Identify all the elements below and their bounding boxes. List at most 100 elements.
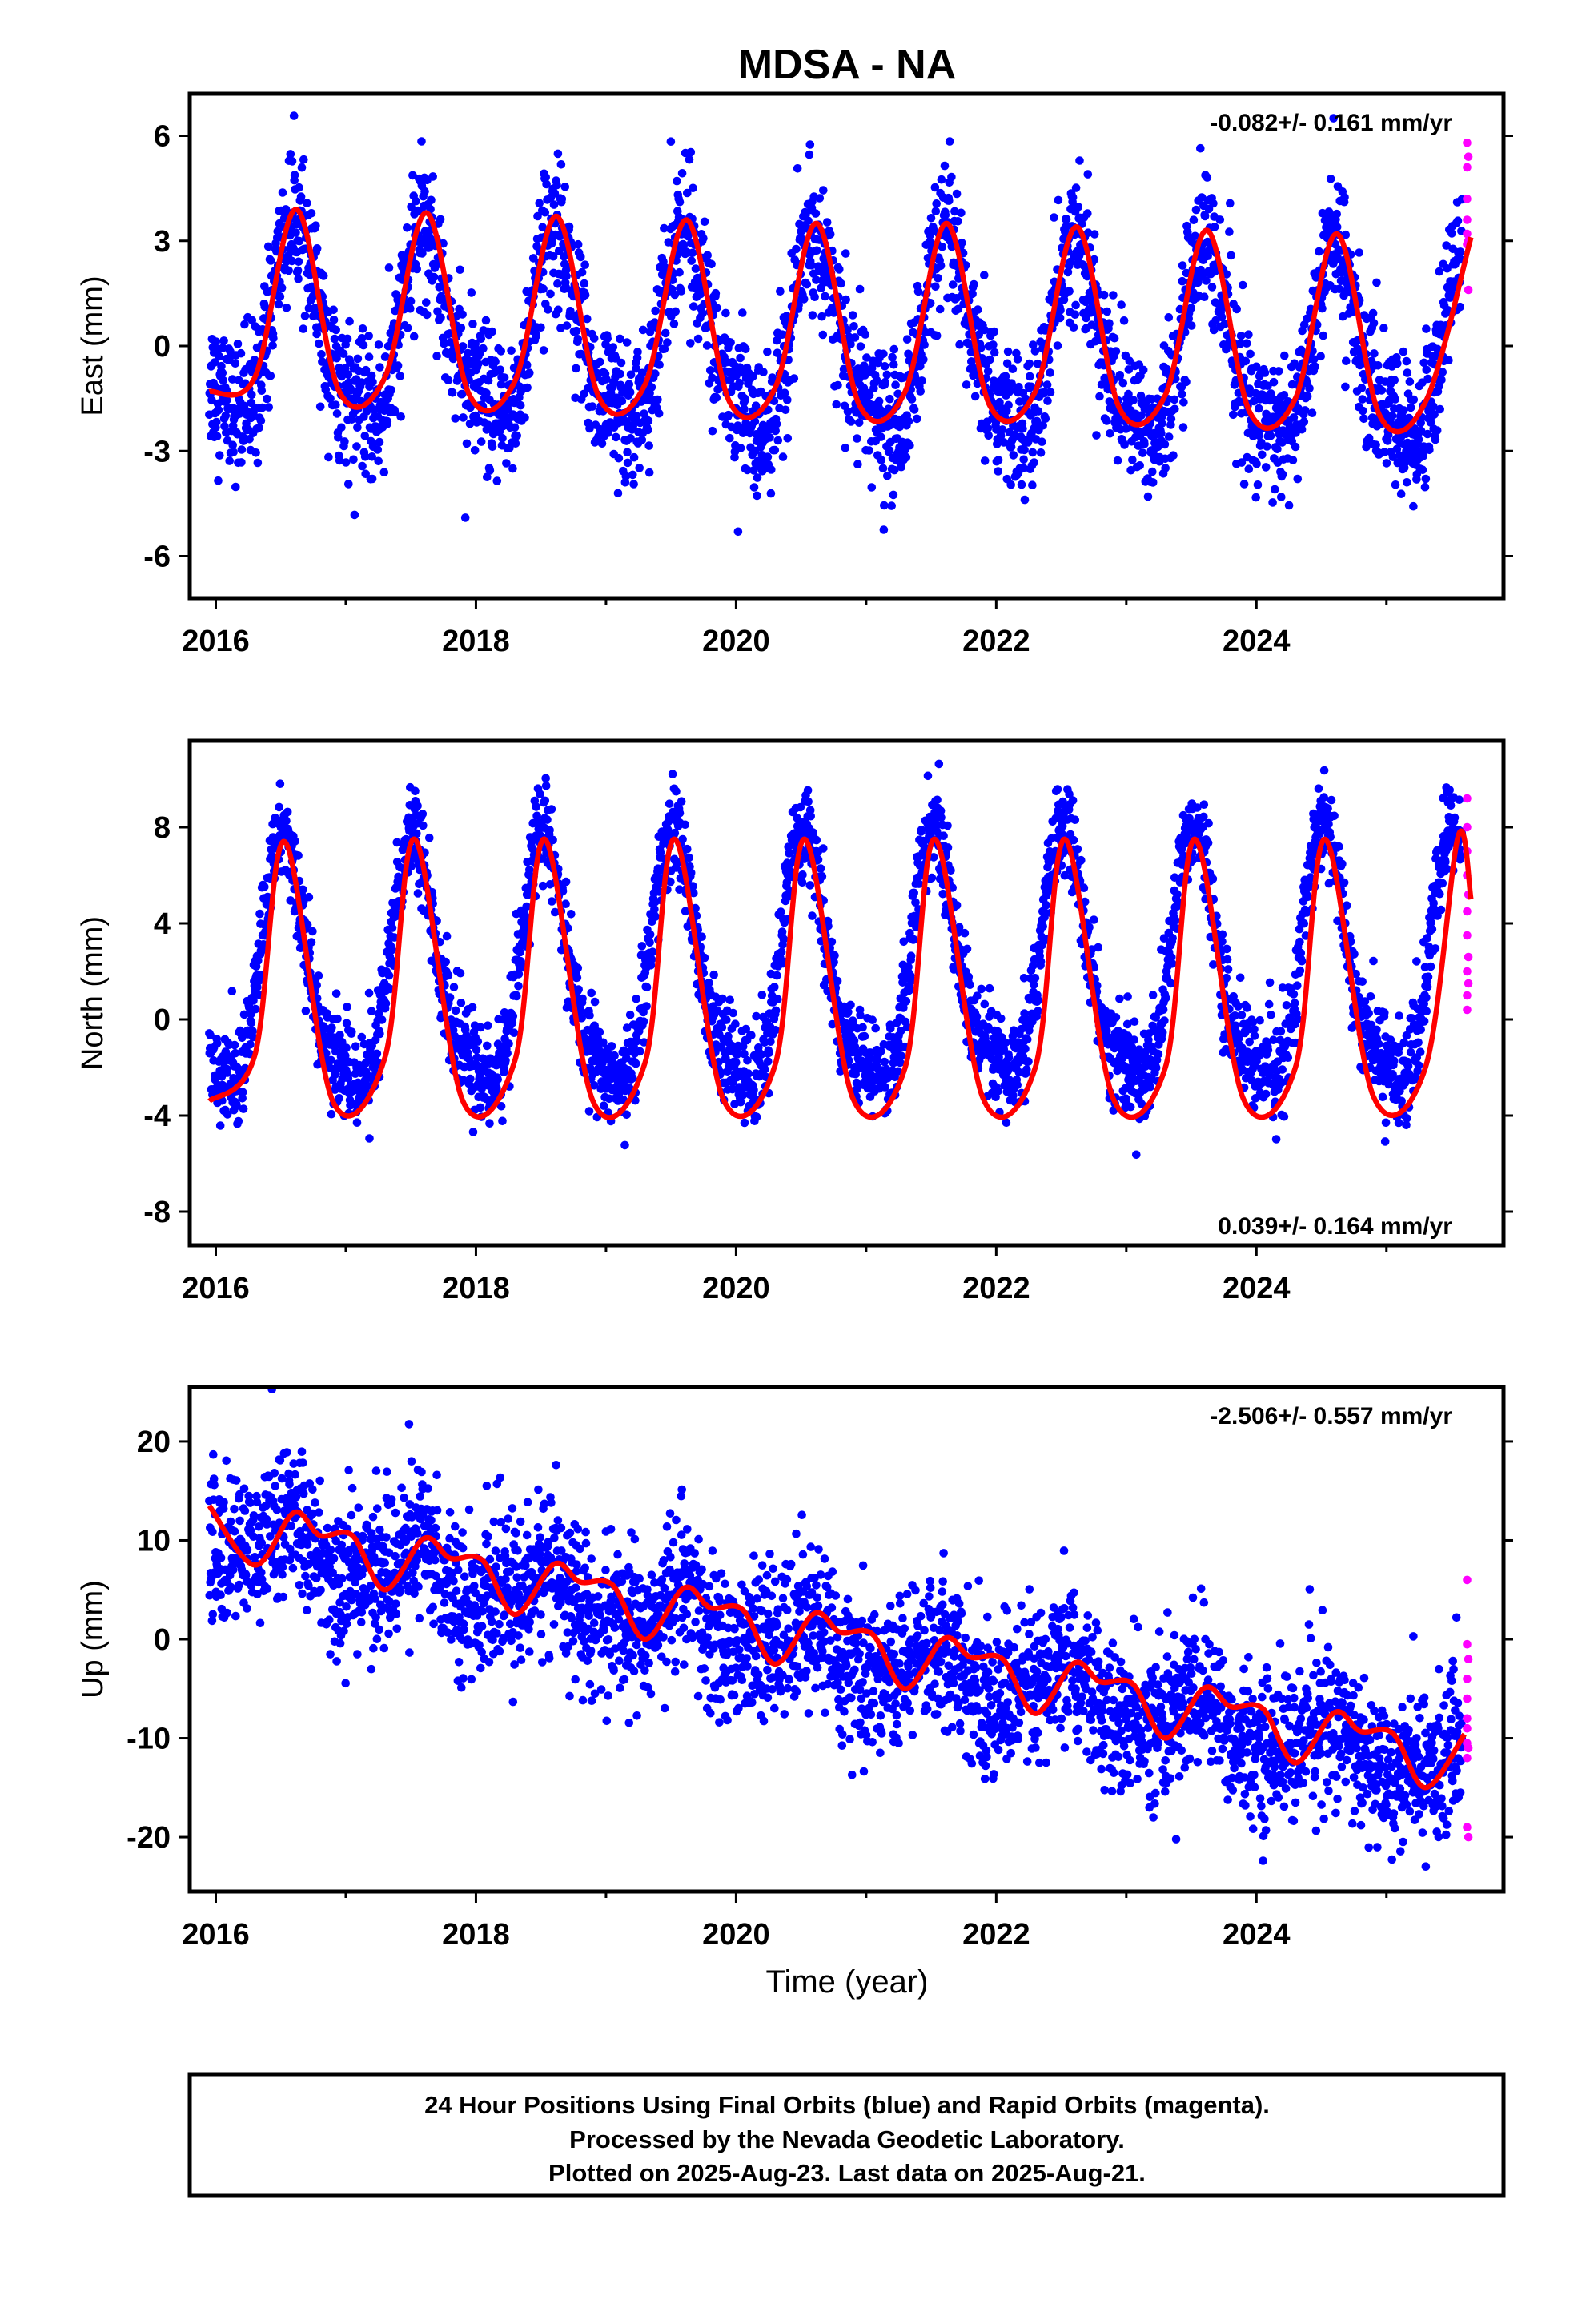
final-orbit-point	[344, 480, 353, 489]
final-orbit-point	[363, 1081, 372, 1091]
final-orbit-point	[688, 248, 697, 258]
final-orbit-point	[817, 872, 827, 881]
final-orbit-point	[998, 425, 1007, 434]
final-orbit-point	[1177, 389, 1186, 399]
final-orbit-point	[1381, 408, 1390, 418]
final-orbit-point	[483, 472, 492, 481]
final-orbit-point	[365, 1134, 374, 1143]
final-orbit-point	[673, 176, 681, 186]
final-orbit-point	[1388, 452, 1398, 461]
final-orbit-point	[343, 334, 352, 344]
final-orbit-point	[632, 1036, 641, 1046]
final-orbit-point	[1227, 251, 1235, 260]
final-orbit-point	[1241, 356, 1251, 366]
final-orbit-point	[1266, 432, 1275, 440]
final-orbit-point	[878, 464, 888, 473]
final-orbit-point	[815, 194, 825, 203]
final-orbit-point	[1414, 435, 1423, 444]
final-orbit-point	[553, 279, 562, 288]
final-orbit-point	[804, 216, 813, 226]
final-orbit-point	[1170, 395, 1179, 404]
final-orbit-point	[675, 197, 685, 207]
final-orbit-point	[214, 405, 223, 415]
final-orbit-point	[731, 1019, 740, 1028]
final-orbit-point	[1277, 493, 1286, 501]
final-orbit-point	[231, 482, 240, 492]
final-orbit-point	[656, 848, 665, 858]
final-orbit-point	[980, 325, 990, 335]
final-orbit-point	[736, 444, 745, 452]
final-orbit-point	[902, 335, 912, 344]
final-orbit-point	[502, 459, 511, 468]
final-orbit-point	[808, 911, 817, 920]
final-orbit-point	[275, 779, 285, 788]
final-orbit-point	[1430, 410, 1439, 419]
final-orbit-point	[740, 1118, 749, 1128]
final-orbit-point	[808, 311, 817, 320]
final-orbit-point	[422, 298, 431, 307]
final-orbit-point	[879, 349, 888, 359]
final-orbit-point	[1418, 465, 1427, 474]
final-orbit-point	[625, 1010, 635, 1019]
final-orbit-point	[1403, 478, 1411, 487]
final-orbit-point	[841, 443, 850, 452]
final-orbit-point	[1438, 368, 1447, 376]
final-orbit-point	[632, 1059, 640, 1068]
final-orbit-point	[251, 1004, 260, 1014]
final-orbit-point	[367, 452, 377, 461]
final-orbit-point	[520, 927, 530, 936]
final-orbit-point	[1186, 304, 1196, 312]
final-orbit-point	[945, 137, 954, 146]
final-orbit-point	[1143, 492, 1153, 501]
final-orbit-point	[1028, 480, 1037, 489]
final-orbit-point	[1068, 193, 1078, 202]
final-orbit-point	[396, 412, 406, 421]
final-orbit-point	[687, 256, 696, 265]
final-orbit-point	[706, 366, 715, 375]
final-orbit-point	[428, 172, 437, 181]
final-orbit-point	[412, 264, 421, 274]
final-orbit-point	[686, 147, 696, 157]
final-orbit-point	[645, 328, 655, 336]
final-orbit-point	[781, 405, 790, 415]
final-orbit-point	[1318, 304, 1327, 313]
final-orbit-point	[228, 440, 238, 450]
final-orbit-point	[994, 467, 1002, 476]
final-orbit-point	[299, 324, 308, 333]
final-orbit-point	[589, 1081, 599, 1090]
final-orbit-point	[330, 334, 339, 344]
final-orbit-point	[655, 360, 664, 369]
final-orbit-point	[747, 1031, 756, 1039]
final-orbit-point	[331, 989, 341, 998]
final-orbit-point	[236, 348, 246, 358]
final-orbit-point	[1269, 377, 1279, 387]
final-orbit-point	[999, 438, 1009, 447]
final-orbit-point	[1074, 203, 1083, 211]
final-orbit-point	[418, 810, 428, 818]
final-orbit-point	[277, 283, 287, 292]
final-orbit-point	[780, 388, 789, 398]
final-orbit-point	[603, 1048, 612, 1058]
final-orbit-point	[888, 352, 897, 362]
final-orbit-point	[258, 403, 267, 412]
y-tick-label: -6	[143, 541, 171, 574]
final-orbit-point	[855, 284, 865, 294]
final-orbit-point	[833, 380, 842, 390]
final-orbit-point	[705, 978, 713, 987]
final-orbit-point	[724, 1031, 733, 1041]
final-orbit-point	[255, 423, 263, 432]
final-orbit-point	[286, 150, 295, 159]
final-orbit-point	[703, 251, 712, 260]
final-orbit-point	[670, 828, 680, 838]
final-orbit-point	[1038, 421, 1047, 430]
final-orbit-point	[351, 1042, 360, 1051]
final-orbit-point	[599, 1038, 608, 1047]
final-orbit-point	[1372, 278, 1381, 287]
final-orbit-point	[1431, 351, 1440, 360]
final-orbit-point	[456, 968, 465, 978]
final-orbit-point	[622, 1110, 631, 1120]
final-orbit-point	[1106, 429, 1114, 438]
final-orbit-point	[1332, 209, 1341, 219]
final-orbit-point	[926, 299, 935, 308]
final-orbit-point	[1442, 241, 1451, 250]
